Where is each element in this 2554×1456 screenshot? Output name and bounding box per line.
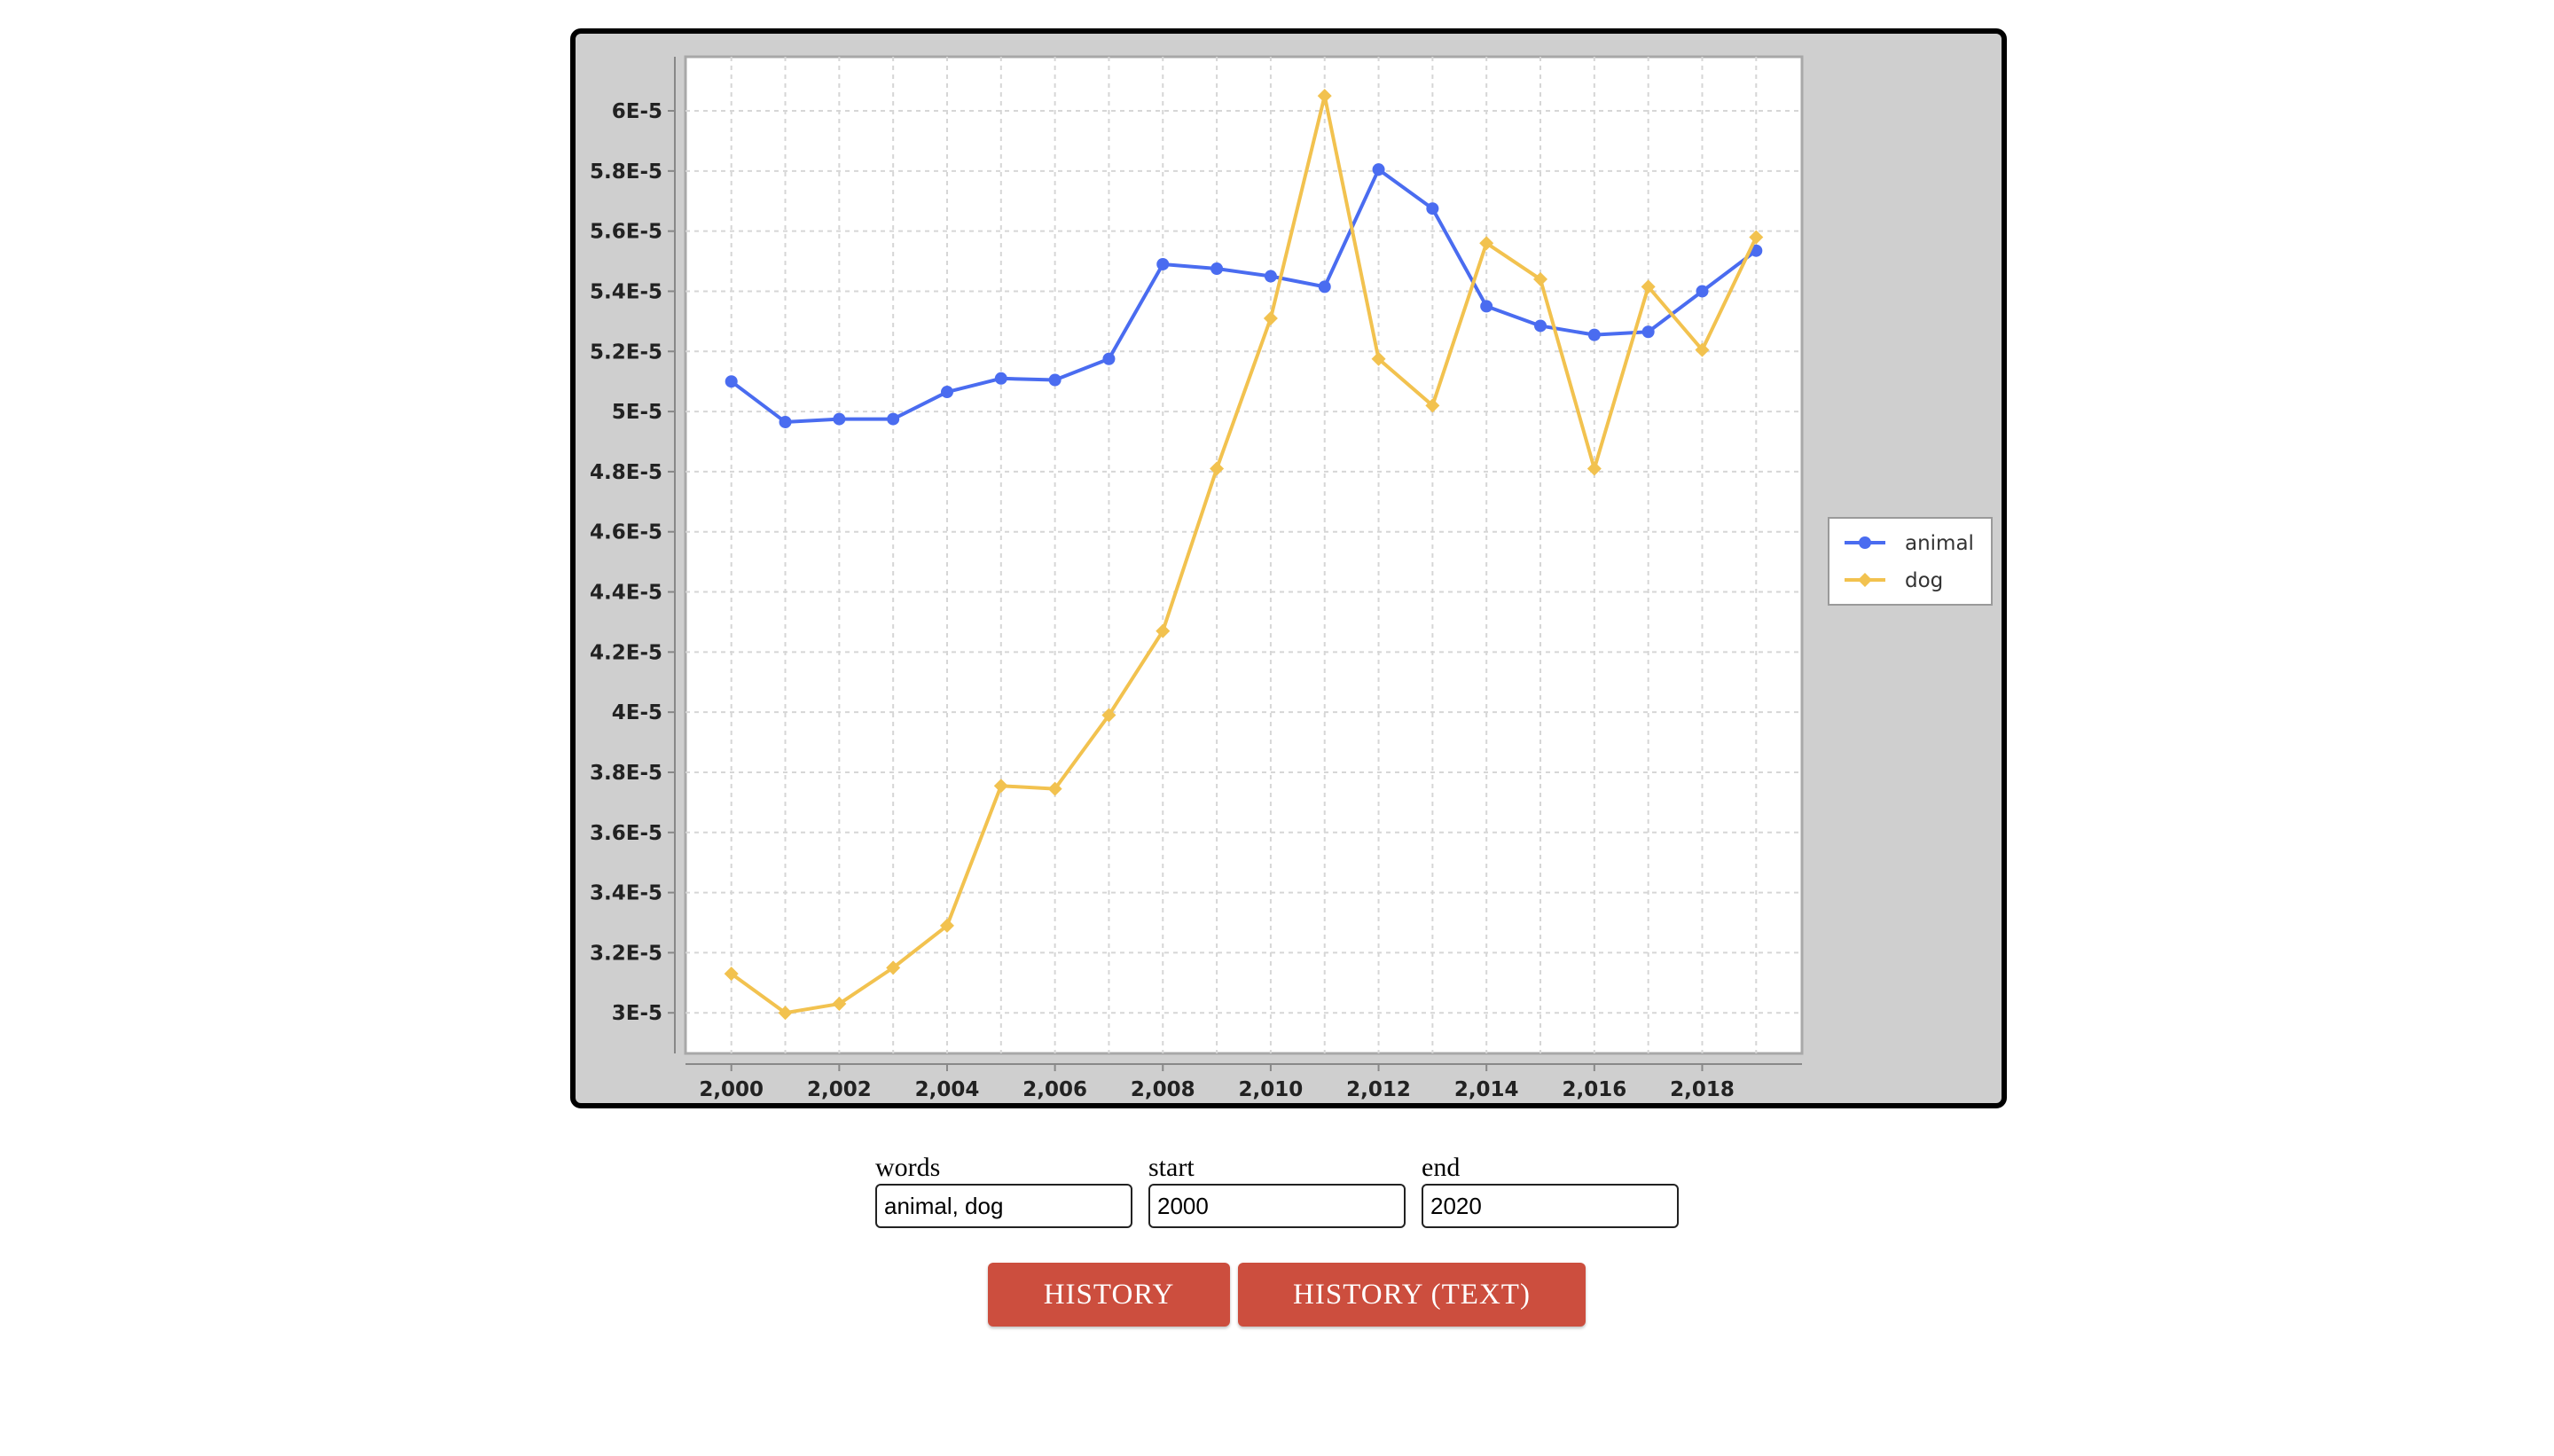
x-tick-label: 2,010 [1239,1078,1304,1101]
data-point [1318,280,1331,294]
data-point [1101,708,1116,723]
x-tick-label: 2,014 [1454,1078,1519,1101]
start-input[interactable] [1148,1184,1406,1228]
data-point [725,375,738,388]
data-point [1317,89,1332,104]
y-tick-label: 5.2E-5 [590,341,662,364]
y-tick-label: 3.8E-5 [590,762,662,785]
x-tick-label: 2,004 [915,1078,980,1101]
y-tick-label: 4.4E-5 [590,582,662,605]
data-point [887,412,900,426]
series-dog [724,89,1764,1021]
data-point [1858,573,1872,587]
data-point [1534,319,1547,333]
data-point [1425,398,1440,413]
x-tick-label: 2,012 [1346,1078,1411,1101]
data-point [779,415,792,428]
y-tick-label: 3.4E-5 [590,882,662,905]
y-tick-label: 4.6E-5 [590,521,662,544]
data-point [1859,536,1871,549]
data-point [1047,781,1062,796]
data-point [940,386,953,399]
y-tick-label: 4E-5 [612,701,662,724]
x-tick-label: 2,006 [1022,1078,1087,1101]
y-tick-label: 4.8E-5 [590,461,662,484]
line-chart: 3E-5 3.2E-5 3.4E-5 3.6E-5 3.8E-5 4E-5 4.2E-5 4.… [590,55,1993,1101]
data-point [1156,623,1171,638]
x-tick-label: 2,016 [1562,1078,1626,1101]
data-point [939,918,954,933]
data-point [1586,461,1602,476]
data-point [1695,342,1710,357]
history-button[interactable]: HISTORY [988,1263,1230,1327]
series-animal [725,163,1763,428]
data-point [1749,230,1764,245]
end-input[interactable] [1422,1184,1679,1228]
y-tick-label: 3E-5 [612,1002,662,1025]
chart-panel: 3E-5 3.2E-5 3.4E-5 3.6E-5 3.8E-5 4E-5 4.2E-5 4.… [570,28,2007,1108]
legend-label: dog [1905,569,1943,592]
y-tick-label: 3.6E-5 [590,822,662,845]
data-point [832,997,847,1012]
data-point [1372,163,1385,176]
data-point [1587,328,1601,341]
words-input[interactable] [875,1184,1132,1228]
data-point [994,372,1007,385]
start-label: start [1148,1153,1195,1182]
history-text-button[interactable]: HISTORY (TEXT) [1238,1263,1586,1327]
y-tick-label: 5.4E-5 [590,280,662,303]
data-point [1210,262,1224,276]
data-point [1533,271,1548,286]
data-point [1048,373,1062,387]
data-point [993,779,1008,794]
data-point [778,1006,793,1021]
end-label: end [1422,1153,1461,1182]
y-tick-label: 5.6E-5 [590,221,662,244]
legend: animal dog [1828,517,1993,606]
series-line [730,168,1758,424]
data-point [1641,279,1656,294]
data-point [1371,351,1386,366]
data-point [1426,202,1439,215]
data-point [1479,236,1494,251]
y-tick-label: 6E-5 [612,100,662,123]
data-point [1641,325,1655,339]
data-point [886,960,901,975]
x-tick-label: 2,018 [1670,1078,1735,1101]
data-point [1696,285,1709,298]
y-tick-label: 4.2E-5 [590,641,662,664]
data-point [1264,270,1277,283]
data-point [1102,352,1116,365]
data-point [1480,300,1493,313]
plot-area [684,55,1804,1055]
x-tick-label: 2,000 [699,1078,764,1101]
y-tick-label: 5E-5 [612,401,662,424]
gridlines [686,57,1802,1053]
x-tick-label: 2,008 [1131,1078,1195,1101]
data-point [1210,461,1225,476]
data-point [1263,310,1278,325]
data-point [833,412,846,426]
y-tick-label: 5.8E-5 [590,160,662,184]
legend-box [1828,517,1993,606]
x-tick-label: 2,002 [807,1078,872,1101]
data-point [1156,257,1170,270]
words-label: words [875,1153,941,1182]
legend-label: animal [1905,532,1974,555]
y-tick-label: 3.2E-5 [590,942,662,965]
series-line [730,94,1759,1015]
data-point [724,967,739,982]
